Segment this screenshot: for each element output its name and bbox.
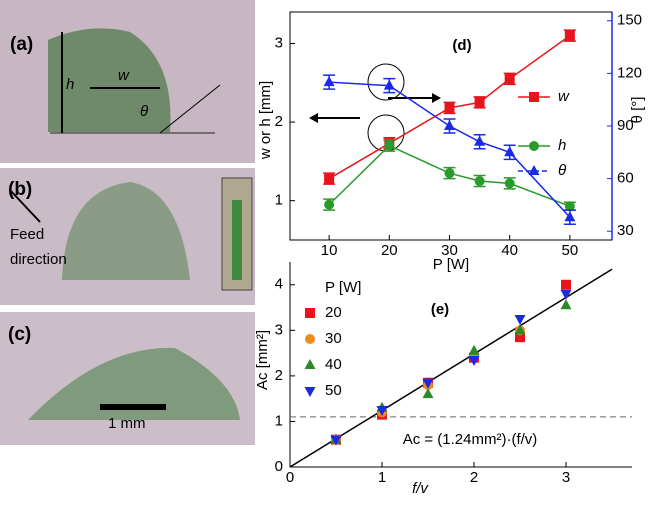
page: {"photos": { "a": {"label": "(a)", "h": … — [0, 0, 650, 506]
annotation: Ac = (1.24mm²)·(f/v) — [403, 431, 538, 448]
y2-tick-label: 60 — [617, 170, 634, 187]
marker — [475, 97, 485, 107]
marker — [474, 136, 485, 146]
figure: (a) h w θ (b) Feed direction (c) 1 mm 10… — [0, 0, 650, 501]
marker — [423, 388, 434, 398]
theta-label: θ — [140, 103, 148, 120]
x-axis-title: P [W] — [433, 256, 469, 273]
legend-label: 50 — [325, 382, 342, 399]
marker — [305, 334, 315, 344]
y-tick-label: 3 — [275, 34, 283, 51]
y-axis-title: Ac [mm²] — [254, 330, 271, 390]
y-tick-label: 2 — [275, 113, 283, 130]
panel-label: (c) — [8, 324, 31, 345]
y-tick-label: 1 — [275, 192, 283, 209]
marker — [565, 31, 575, 41]
h-label: h — [66, 76, 74, 93]
marker — [469, 345, 480, 355]
marker — [475, 176, 485, 186]
y-tick-label: 0 — [275, 458, 283, 475]
marker — [384, 141, 394, 151]
marker — [324, 200, 334, 210]
x-tick-label: 40 — [501, 242, 518, 259]
x-tick-label: 20 — [381, 242, 398, 259]
marker — [324, 76, 335, 86]
highlight-circle — [368, 64, 404, 100]
scale-label: 1 mm — [108, 415, 146, 432]
legend-label: 20 — [325, 304, 342, 321]
marker — [444, 168, 454, 178]
panel-label: (a) — [10, 34, 33, 55]
arrow-head — [309, 113, 318, 123]
x-tick-label: 10 — [321, 242, 338, 259]
arrow-head — [432, 93, 441, 103]
marker — [529, 141, 539, 151]
marker — [505, 74, 515, 84]
marker — [561, 280, 571, 290]
marker — [384, 80, 395, 90]
marker — [505, 178, 515, 188]
x-axis-title: f/v — [412, 480, 429, 497]
legend-label: h — [558, 137, 566, 154]
marker — [444, 120, 455, 130]
y2-tick-label: 120 — [617, 64, 642, 81]
marker — [529, 92, 539, 102]
y2-tick-label: 30 — [617, 222, 634, 239]
marker — [324, 174, 334, 184]
legend-title: P [W] — [325, 279, 361, 296]
x-tick-label: 3 — [562, 469, 570, 486]
w-label: w — [118, 67, 130, 84]
marker — [305, 359, 316, 369]
y-axis-title: w or h [mm] — [257, 81, 274, 160]
y-tick-label: 4 — [275, 276, 283, 293]
x-tick-label: 0 — [286, 469, 294, 486]
x-tick-label: 2 — [470, 469, 478, 486]
y-tick-label: 3 — [275, 321, 283, 338]
chart-title: (e) — [431, 301, 449, 318]
y-tick-label: 2 — [275, 367, 283, 384]
marker — [444, 103, 454, 113]
y2-tick-label: 150 — [617, 12, 642, 29]
marker — [561, 299, 572, 309]
panel-label: (b) — [8, 179, 32, 200]
feed-label: Feed — [10, 226, 44, 243]
inset-track — [232, 200, 242, 280]
chart-title: (d) — [452, 37, 471, 54]
legend-label: w — [558, 88, 570, 105]
y2-axis-title: θ [°] — [629, 97, 646, 124]
y-tick-label: 1 — [275, 412, 283, 429]
x-tick-label: 1 — [378, 469, 386, 486]
x-tick-label: 50 — [562, 242, 579, 259]
marker — [529, 165, 540, 175]
scale-bar — [100, 404, 166, 410]
legend-label: θ — [558, 162, 566, 179]
feed-label: direction — [10, 251, 67, 268]
legend-label: 40 — [325, 356, 342, 373]
legend-label: 30 — [325, 330, 342, 347]
marker — [305, 387, 316, 397]
marker — [305, 308, 315, 318]
